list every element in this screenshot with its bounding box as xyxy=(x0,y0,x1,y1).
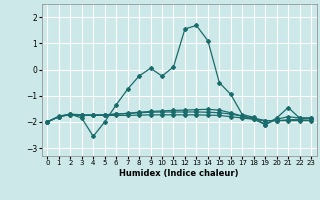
X-axis label: Humidex (Indice chaleur): Humidex (Indice chaleur) xyxy=(119,169,239,178)
